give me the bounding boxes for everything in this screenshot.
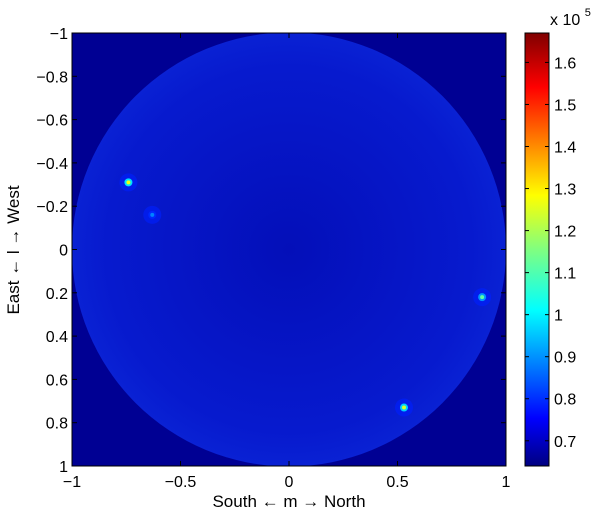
colorbar-tick-label: 1.6 xyxy=(554,55,576,72)
y-tick-label: −0.8 xyxy=(36,69,68,86)
y-tick-label: −1 xyxy=(50,26,68,43)
y-tick-label: 0.2 xyxy=(46,286,68,303)
colorbar-multiplier: x 10 5 xyxy=(550,7,591,29)
x-tick-label: 0.5 xyxy=(386,474,408,491)
x-tick-label: 1 xyxy=(502,474,511,491)
colorbar-multiplier-base: x 10 xyxy=(550,12,580,29)
colorbar-gradient xyxy=(524,32,550,467)
colorbar-tick-label: 1.2 xyxy=(554,224,576,241)
sources-layer xyxy=(119,173,492,417)
colorbar-tick-label: 0.7 xyxy=(554,434,576,451)
source-peak-0 xyxy=(126,180,131,185)
source-peak-3 xyxy=(402,405,407,410)
colorbar-tick-label: 1.1 xyxy=(554,266,576,283)
source-peak-1 xyxy=(150,212,155,217)
colorbar-tick-label: 0.8 xyxy=(554,392,576,409)
x-tick-label: 0 xyxy=(285,474,294,491)
colorbar: 0.7 0.8 0.9 1 1.1 1.2 1.3 1.4 1.5 1.6 x 10 5 xyxy=(524,7,591,467)
heatmap-panel xyxy=(71,32,507,467)
colorbar-tick-label: 0.9 xyxy=(554,350,576,367)
x-tick-label: −0.5 xyxy=(165,474,197,491)
y-axis: −1 −0.8 −0.6 −0.4 −0.2 0 0.2 0.4 0.6 0.8 1 xyxy=(36,26,506,476)
colorbar-multiplier-exponent: 5 xyxy=(585,7,591,19)
y-tick-label: 0.4 xyxy=(46,329,68,346)
y-tick-label: 0 xyxy=(59,243,68,260)
colorbar-tick-label: 1.5 xyxy=(554,97,576,114)
y-tick-label: −0.6 xyxy=(36,113,68,130)
y-tick-label: −0.4 xyxy=(36,156,68,173)
y-tick-label: 0.6 xyxy=(46,372,68,389)
y-tick-label: −0.2 xyxy=(36,199,68,216)
colorbar-tick-label: 1.3 xyxy=(554,182,576,199)
y-tick-label: 0.8 xyxy=(46,416,68,433)
x-axis: −1 −0.5 0 0.5 1 xyxy=(63,33,511,491)
x-tick-label: −1 xyxy=(63,474,81,491)
sky-disk xyxy=(72,33,506,466)
colorbar-tick-label: 1 xyxy=(554,308,563,325)
y-tick-label: 1 xyxy=(59,459,68,476)
y-axis-label: East ← l → West xyxy=(4,185,23,314)
colorbar-tick-label: 1.4 xyxy=(554,140,576,157)
x-axis-label: South ← m → North xyxy=(212,492,365,510)
colorbar-ticks: 0.7 0.8 0.9 1 1.1 1.2 1.3 1.4 1.5 1.6 xyxy=(525,55,576,451)
source-peak-2 xyxy=(480,295,485,300)
